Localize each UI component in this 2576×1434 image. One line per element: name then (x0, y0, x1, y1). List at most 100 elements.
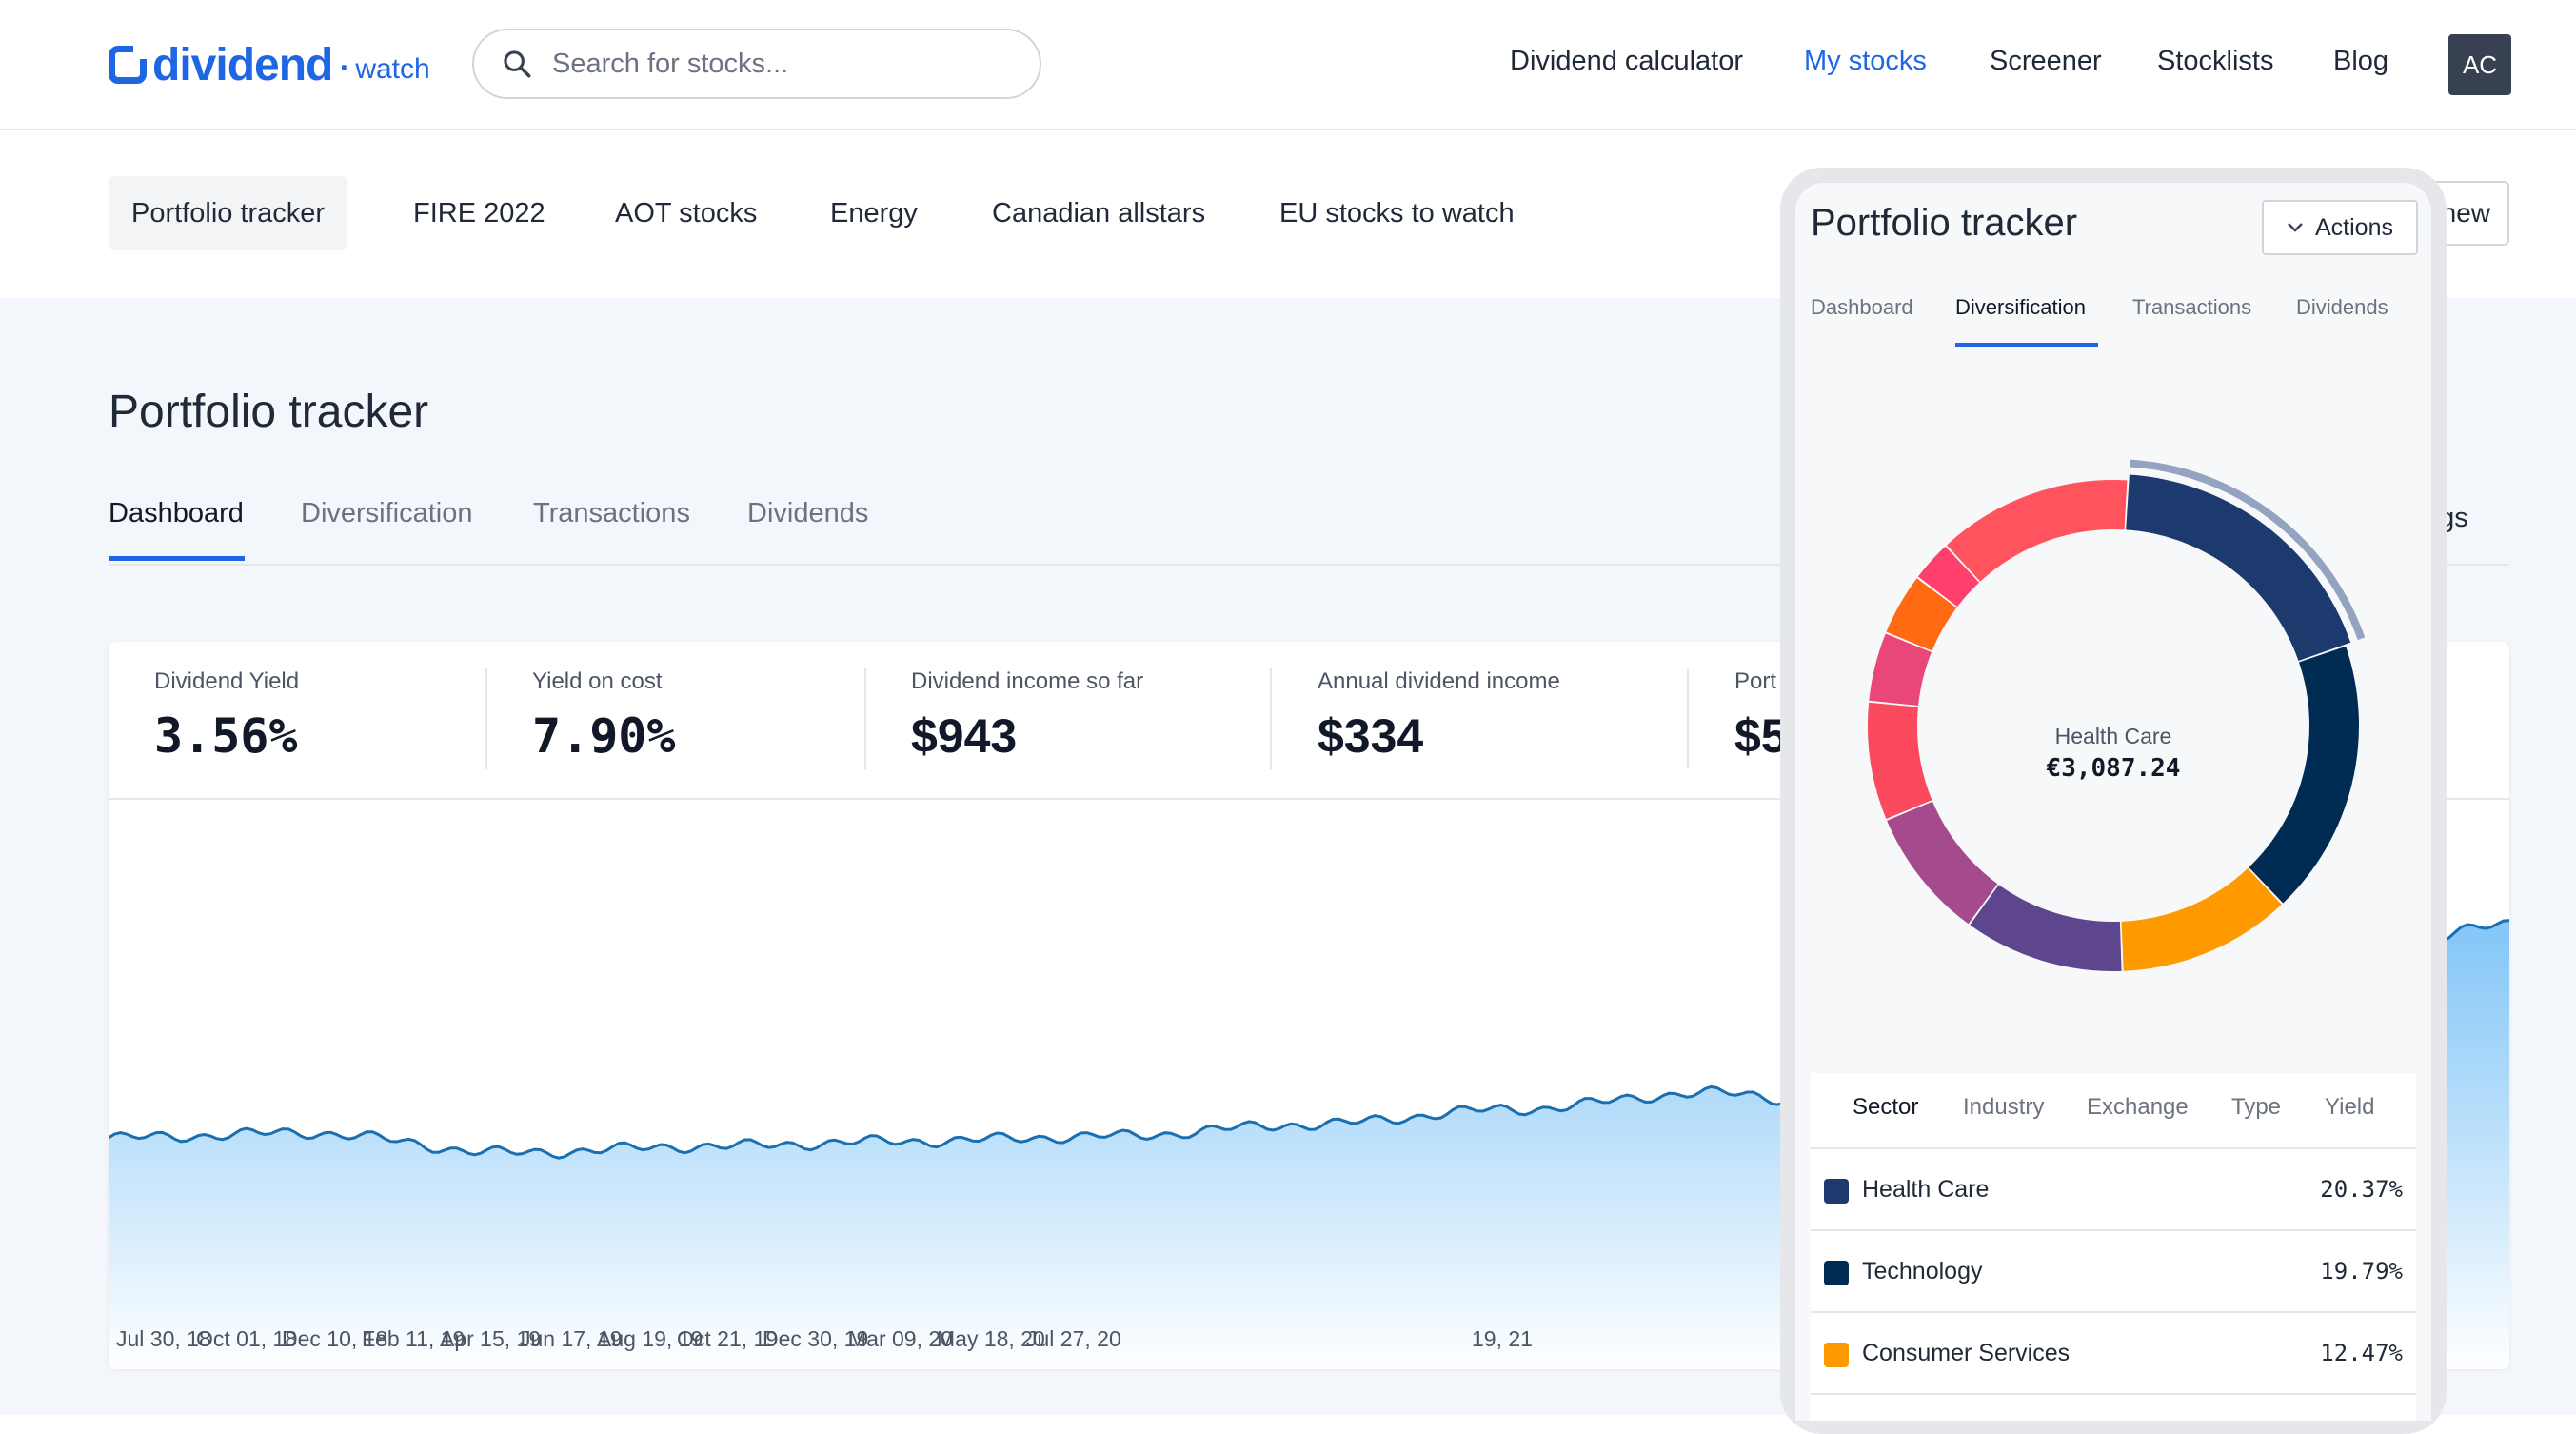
stat-value: $334 (1318, 709, 1424, 763)
portfolio-tab-energy[interactable]: Energy (830, 197, 918, 229)
portfolio-tab-fire-2022[interactable]: FIRE 2022 (413, 197, 545, 229)
x-tick-label: Jun 17, 19 (520, 1326, 622, 1351)
phone-tab-dividends[interactable]: Dividends (2296, 295, 2388, 319)
tab-transactions[interactable]: Transactions (533, 498, 690, 528)
x-tick-label: Oct 21, 19 (677, 1326, 778, 1351)
stat-value: 7.90% (532, 708, 676, 764)
actions-label: Actions (2315, 213, 2393, 241)
phone-page-title: Portfolio tracker (1811, 202, 2078, 244)
stat-label: Yield on cost (532, 668, 663, 694)
avatar[interactable]: AC (2448, 34, 2511, 95)
portfolio-tab-canadian-allstars[interactable]: Canadian allstars (992, 197, 1206, 229)
sector-name: Technology (1862, 1258, 1983, 1285)
donut-slice[interactable] (1868, 702, 1932, 819)
tab-diversification[interactable]: Diversification (301, 498, 473, 528)
logo[interactable]: dividend · watch (109, 36, 430, 93)
donut-slice[interactable] (1887, 801, 1998, 925)
logo-mark-icon (109, 44, 149, 84)
x-tick-label: Aug 19, 19 (597, 1326, 703, 1351)
donut-center-value: €3,087.24 (2046, 754, 2181, 783)
nav-link-blog[interactable]: Blog (2333, 46, 2389, 76)
stat-value: 3.56% (154, 708, 298, 764)
x-tick-label: Mar 09, 20 (848, 1326, 953, 1351)
portfolio-tab-eu-stocks[interactable]: EU stocks to watch (1279, 197, 1515, 229)
stat-divider (864, 668, 866, 769)
subtab-exchange[interactable]: Exchange (2087, 1094, 2189, 1120)
actions-button[interactable]: Actions (2262, 200, 2418, 255)
donut-slice[interactable] (2121, 868, 2282, 971)
stat-label: Annual dividend income (1318, 668, 1560, 694)
donut-slice[interactable] (1970, 885, 2122, 971)
tab-dividends[interactable]: Dividends (747, 498, 869, 528)
subtab-sector[interactable]: Sector (1853, 1094, 1919, 1120)
x-tick-label: Dec 30, 19 (763, 1326, 868, 1351)
phone-screen: Portfolio tracker Actions Dashboard Dive… (1795, 183, 2431, 1421)
table-row[interactable]: Health Care 20.37% (1811, 1147, 2416, 1231)
stat-label: Port (1734, 668, 1777, 694)
logo-tld-text: watch (355, 53, 430, 85)
x-tick-label: Feb 11, 19 (362, 1326, 465, 1351)
phone-tab-dashboard[interactable]: Dashboard (1811, 295, 1913, 319)
x-tick-label: Apr 15, 19 (440, 1326, 541, 1351)
table-row[interactable]: Technology 19.79% (1811, 1229, 2416, 1313)
sector-percent: 20.37% (2320, 1176, 2403, 1203)
search-input[interactable] (550, 47, 1011, 81)
x-tick-label: Jul 30, 18 (116, 1326, 211, 1351)
phone-tab-diversification[interactable]: Diversification (1955, 295, 2086, 319)
subtab-yield[interactable]: Yield (2325, 1094, 2375, 1120)
subtab-type[interactable]: Type (2231, 1094, 2282, 1120)
chevron-down-icon (2288, 223, 2303, 232)
sector-donut-chart (1868, 459, 2366, 971)
stat-dividend-income-so-far: Dividend income so far $943 (911, 668, 1143, 764)
stat-value: $5 (1734, 709, 1788, 763)
nav-link-screener[interactable]: Screener (1990, 46, 2102, 76)
x-tick-label: Jul 27, 20 (1026, 1326, 1121, 1351)
stat-divider (485, 668, 487, 769)
logo-brand-text: dividend (152, 39, 333, 90)
logo-dot: · (336, 39, 352, 90)
portfolio-tab-aot-stocks[interactable]: AOT stocks (615, 197, 758, 229)
donut-slice[interactable] (1869, 633, 1932, 707)
sector-table: Sector Industry Exchange Type Yield Heal… (1811, 1073, 2416, 1421)
stat-label: Dividend income so far (911, 668, 1144, 694)
x-tick-label: May 18, 20 (937, 1326, 1045, 1351)
table-row[interactable]: Consumer Services 12.47% (1811, 1311, 2416, 1395)
tab-dashboard[interactable]: Dashboard (109, 498, 244, 528)
subtab-industry[interactable]: Industry (1963, 1094, 2045, 1120)
tab-divider (109, 564, 2509, 566)
donut-slice[interactable] (2126, 474, 2351, 661)
stat-value: $943 (911, 709, 1018, 763)
sector-name: Health Care (1862, 1176, 1990, 1203)
x-tick-label: Oct 01, 18 (196, 1326, 297, 1351)
search-box[interactable] (472, 29, 1041, 99)
phone-tab-transactions[interactable]: Transactions (2132, 295, 2252, 319)
nav-link-my-stocks[interactable]: My stocks (1804, 46, 1927, 76)
nav-link-stocklists[interactable]: Stocklists (2157, 46, 2274, 76)
stat-label: Dividend Yield (154, 668, 300, 694)
stat-yield-on-cost: Yield on cost 7.90% (532, 668, 676, 764)
donut-slice[interactable] (1946, 480, 2128, 582)
stat-dividend-yield: Dividend Yield 3.56% (154, 668, 299, 764)
stats-divider (109, 798, 2509, 800)
stat-divider (1270, 668, 1272, 769)
active-tab-indicator (109, 556, 245, 561)
sector-name: Consumer Services (1862, 1340, 2071, 1366)
color-swatch (1824, 1261, 1849, 1285)
stat-annual-dividend-income: Annual dividend income $334 (1318, 668, 1560, 764)
phone-active-tab-indicator (1955, 343, 2098, 347)
donut-slice[interactable] (1886, 578, 1957, 651)
page-title: Portfolio tracker (109, 387, 429, 437)
color-swatch (1824, 1179, 1849, 1204)
portfolio-tab-portfolio-tracker[interactable]: Portfolio tracker (109, 176, 348, 250)
search-icon (504, 50, 531, 78)
donut-hover-arc (2130, 459, 2366, 641)
sector-percent: 12.47% (2320, 1340, 2403, 1366)
donut-slice[interactable] (1917, 546, 1980, 607)
donut-center-label: Health Care (2054, 724, 2172, 748)
nav-link-dividend-calculator[interactable]: Dividend calculator (1510, 46, 1744, 76)
x-tick-label: 19, 21 (1472, 1326, 1533, 1351)
table-row[interactable] (1811, 1393, 2416, 1421)
color-swatch (1824, 1343, 1849, 1367)
donut-slice[interactable] (2249, 646, 2359, 904)
